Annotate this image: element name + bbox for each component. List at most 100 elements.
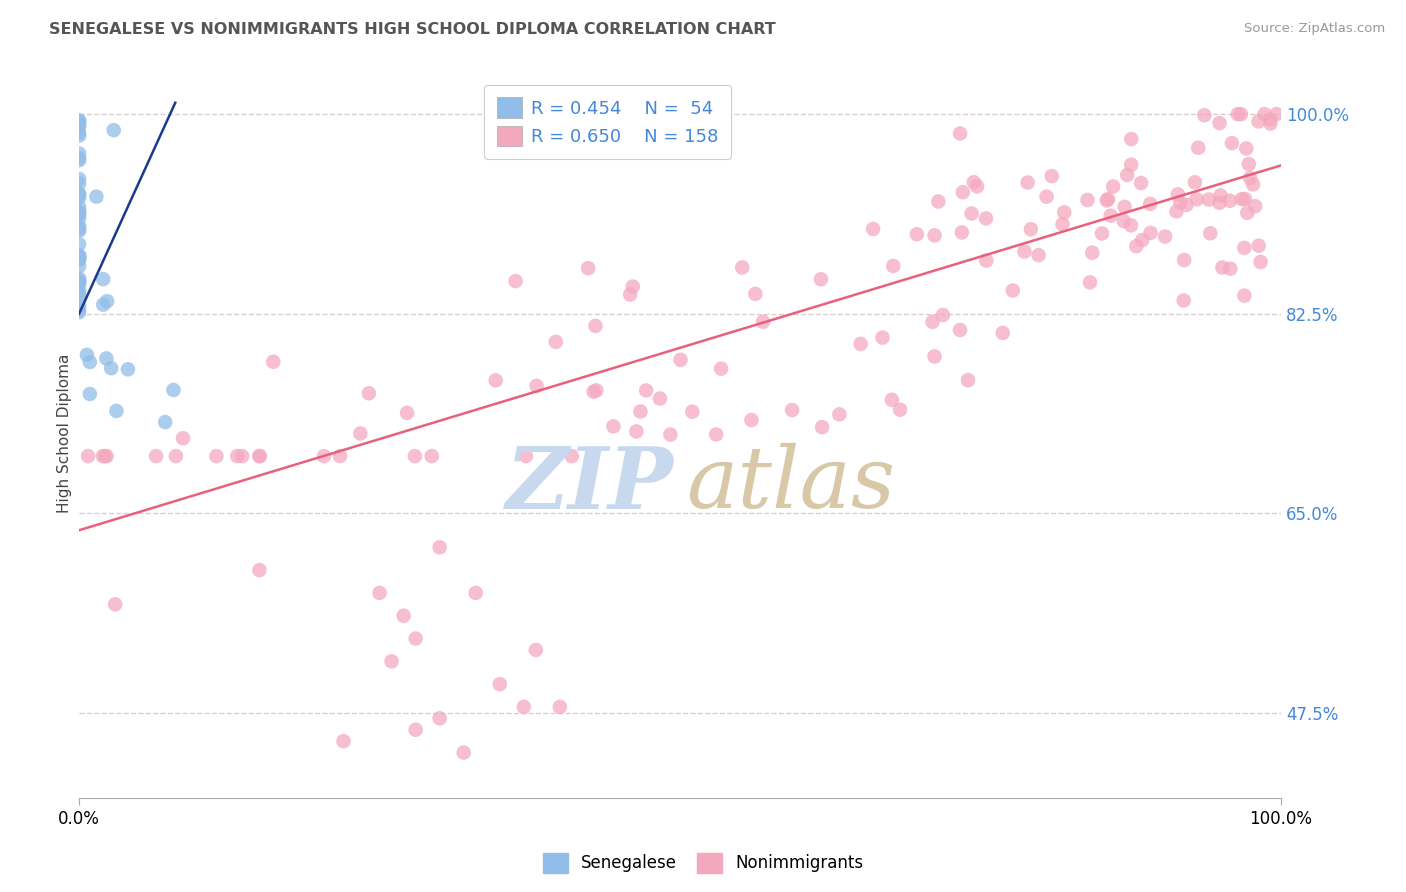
Point [1247, 238, 1270, 252]
Point [249, 449, 271, 463]
Point [104, 598, 127, 612]
Point [1091, 227, 1114, 241]
Point [247, 449, 270, 463]
Point [960, 206, 983, 220]
Point [67, 205, 90, 219]
Point [67, 293, 90, 307]
Point [1230, 107, 1253, 121]
Point [405, 632, 427, 646]
Point [1230, 192, 1253, 206]
Point [396, 406, 419, 420]
Text: ZIP: ZIP [506, 442, 673, 526]
Point [67, 302, 90, 317]
Point [67, 250, 90, 264]
Point [67, 275, 90, 289]
Point [1226, 107, 1249, 121]
Point [1184, 175, 1206, 189]
Point [67, 186, 90, 201]
Point [453, 746, 475, 760]
Point [77, 449, 100, 463]
Point [67, 120, 90, 134]
Point [1173, 252, 1195, 267]
Point [420, 449, 443, 463]
Point [67, 207, 90, 221]
Point [1241, 178, 1264, 192]
Point [924, 350, 946, 364]
Point [1247, 114, 1270, 128]
Point [67, 274, 90, 288]
Point [515, 449, 537, 463]
Point [731, 260, 754, 275]
Point [626, 425, 648, 439]
Point [1244, 199, 1267, 213]
Point [872, 330, 894, 344]
Point [153, 415, 176, 429]
Point [145, 449, 167, 463]
Point [67, 151, 90, 165]
Point [67, 259, 90, 273]
Point [100, 361, 122, 376]
Point [513, 700, 536, 714]
Point [1040, 169, 1063, 183]
Point [1121, 158, 1143, 172]
Point [1199, 227, 1222, 241]
Point [76, 348, 98, 362]
Point [67, 153, 90, 168]
Point [67, 275, 90, 289]
Point [585, 318, 607, 333]
Point [247, 563, 270, 577]
Point [932, 308, 955, 322]
Point [849, 337, 872, 351]
Point [67, 172, 90, 186]
Point [1219, 261, 1241, 276]
Point [67, 128, 90, 143]
Point [1130, 176, 1153, 190]
Point [67, 287, 90, 301]
Point [880, 392, 903, 407]
Point [67, 237, 90, 252]
Point [1220, 136, 1243, 150]
Point [1102, 179, 1125, 194]
Point [1095, 194, 1118, 208]
Point [1265, 107, 1288, 121]
Point [381, 654, 404, 668]
Point [927, 194, 949, 209]
Point [1175, 198, 1198, 212]
Point [1001, 284, 1024, 298]
Point [1097, 192, 1119, 206]
Point [1187, 141, 1209, 155]
Point [648, 392, 671, 406]
Point [67, 191, 90, 205]
Point [889, 402, 911, 417]
Point [67, 114, 90, 128]
Point [710, 361, 733, 376]
Legend: R = 0.454    N =  54, R = 0.650    N = 158: R = 0.454 N = 54, R = 0.650 N = 158 [485, 85, 731, 159]
Point [91, 298, 114, 312]
Point [949, 127, 972, 141]
Point [1233, 288, 1256, 302]
Point [740, 413, 762, 427]
Point [966, 179, 988, 194]
Point [231, 449, 253, 463]
Point [392, 608, 415, 623]
Point [1139, 226, 1161, 240]
Point [329, 449, 352, 463]
Point [67, 204, 90, 219]
Point [505, 274, 527, 288]
Point [1239, 170, 1261, 185]
Point [811, 420, 834, 434]
Point [405, 723, 427, 737]
Point [1081, 245, 1104, 260]
Point [332, 734, 354, 748]
Text: atlas: atlas [686, 443, 896, 525]
Text: SENEGALESE VS NONIMMIGRANTS HIGH SCHOOL DIPLOMA CORRELATION CHART: SENEGALESE VS NONIMMIGRANTS HIGH SCHOOL … [49, 22, 776, 37]
Point [1185, 192, 1208, 206]
Point [636, 384, 658, 398]
Point [86, 189, 108, 203]
Point [67, 252, 90, 267]
Point [1208, 195, 1230, 210]
Point [602, 419, 624, 434]
Point [991, 326, 1014, 340]
Point [544, 334, 567, 349]
Point [963, 175, 986, 189]
